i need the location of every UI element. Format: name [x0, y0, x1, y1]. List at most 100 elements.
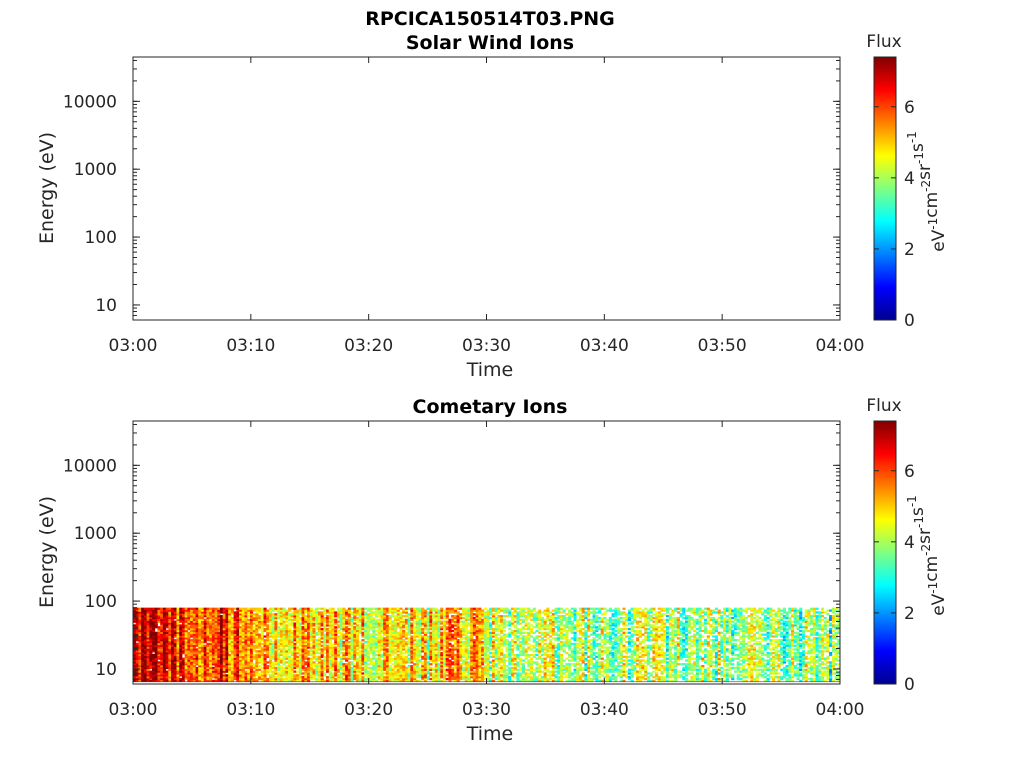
heatmap-cell	[230, 661, 235, 664]
heatmap-cell	[165, 657, 169, 660]
heatmap-cell	[372, 639, 376, 642]
heatmap-cell	[141, 611, 145, 614]
heatmap-cell	[486, 655, 490, 658]
heatmap-cell	[206, 616, 210, 620]
heatmap-cell	[486, 659, 490, 662]
heatmap-cell	[206, 655, 210, 658]
heatmap-cell	[442, 616, 447, 620]
heatmap-cell	[399, 607, 403, 610]
heatmap-cell	[421, 618, 425, 621]
heatmap-cell	[399, 642, 403, 646]
heatmap-cell	[211, 640, 215, 644]
heatmap-cell	[307, 639, 311, 642]
heatmap-cell	[214, 674, 218, 677]
heatmap-cell	[486, 677, 490, 681]
heatmap-cell	[230, 631, 235, 634]
heatmap-cell	[331, 679, 335, 683]
heatmap-cell	[138, 618, 142, 621]
heatmap-cell	[230, 607, 235, 610]
heatmap-cell	[301, 642, 305, 646]
heatmap-cell	[448, 609, 452, 612]
heatmap-cell	[415, 664, 419, 668]
heatmap-cell	[413, 663, 417, 666]
x-tick-label: 03:30	[462, 336, 511, 356]
heatmap-cell	[491, 679, 496, 683]
heatmap-cell	[451, 626, 455, 629]
heatmap-cell	[200, 652, 205, 655]
heatmap-cell	[350, 672, 354, 675]
heatmap-cell	[442, 635, 447, 638]
heatmap-cell	[233, 640, 237, 644]
heatmap-cell	[209, 624, 213, 627]
heatmap-cell	[220, 666, 224, 670]
heatmap-cell	[198, 642, 202, 646]
heatmap-cell	[190, 635, 194, 638]
heatmap-cell	[437, 655, 441, 658]
heatmap-cell	[423, 653, 428, 657]
heatmap-cell	[274, 650, 278, 653]
heatmap-cell	[301, 676, 305, 679]
heatmap-cell	[244, 642, 248, 646]
heatmap-cell	[451, 655, 455, 658]
heatmap-cell	[141, 657, 145, 660]
heatmap-cell	[396, 615, 400, 618]
heatmap-cell	[483, 672, 487, 675]
heatmap-cell	[244, 666, 248, 670]
heatmap-cell	[437, 657, 441, 660]
heatmap-cell	[331, 631, 335, 634]
heatmap-cell	[426, 629, 430, 633]
heatmap-cell	[184, 670, 188, 673]
heatmap-cell	[171, 633, 175, 636]
heatmap-cell	[317, 644, 322, 647]
heatmap-cell	[391, 635, 395, 638]
heatmap-cell	[391, 637, 395, 640]
heatmap-cell	[157, 628, 161, 631]
heatmap-cell	[255, 646, 259, 649]
heatmap-cell	[168, 616, 172, 620]
heatmap-cell	[241, 622, 245, 625]
heatmap-cell	[282, 640, 286, 644]
heatmap-cell	[162, 655, 167, 658]
heatmap-cell	[290, 646, 294, 649]
heatmap-cell	[483, 644, 487, 647]
heatmap-cell	[288, 646, 292, 649]
heatmap-cell	[380, 615, 384, 618]
heatmap-cell	[290, 611, 294, 614]
heatmap-cell	[307, 640, 311, 644]
heatmap-cell	[423, 659, 428, 662]
heatmap-cell	[173, 650, 177, 653]
heatmap-cell	[225, 624, 229, 627]
heatmap-cell	[355, 652, 360, 655]
heatmap-cell	[135, 637, 139, 640]
heatmap-cell	[179, 607, 183, 610]
heatmap-cell	[388, 648, 392, 651]
heatmap-cell	[135, 628, 139, 631]
heatmap-cell	[282, 637, 286, 640]
heatmap-cell	[146, 674, 150, 677]
heatmap-cell	[268, 642, 273, 646]
heatmap-cell	[277, 616, 281, 620]
heatmap-cell	[244, 655, 248, 658]
heatmap-cell	[244, 615, 248, 618]
heatmap-cell	[168, 655, 172, 658]
heatmap-cell	[415, 655, 419, 658]
heatmap-cell	[491, 646, 496, 649]
heatmap-cell	[252, 670, 256, 673]
heatmap-cell	[388, 626, 392, 629]
heatmap-cell	[184, 653, 188, 657]
heatmap-cell	[279, 629, 283, 633]
heatmap-cell	[404, 611, 409, 614]
heatmap-cell	[331, 655, 335, 658]
heatmap-cell	[328, 635, 332, 638]
heatmap-cell	[187, 657, 191, 660]
heatmap-cell	[154, 679, 158, 683]
heatmap-cell	[225, 652, 229, 655]
heatmap-cell	[187, 676, 191, 679]
heatmap-cell	[453, 648, 457, 651]
heatmap-cell	[146, 646, 150, 649]
heatmap-cell	[157, 652, 161, 655]
heatmap-cell	[437, 663, 441, 666]
heatmap-cell	[440, 640, 444, 644]
heatmap-cell	[377, 677, 381, 681]
heatmap-cell	[445, 622, 449, 625]
